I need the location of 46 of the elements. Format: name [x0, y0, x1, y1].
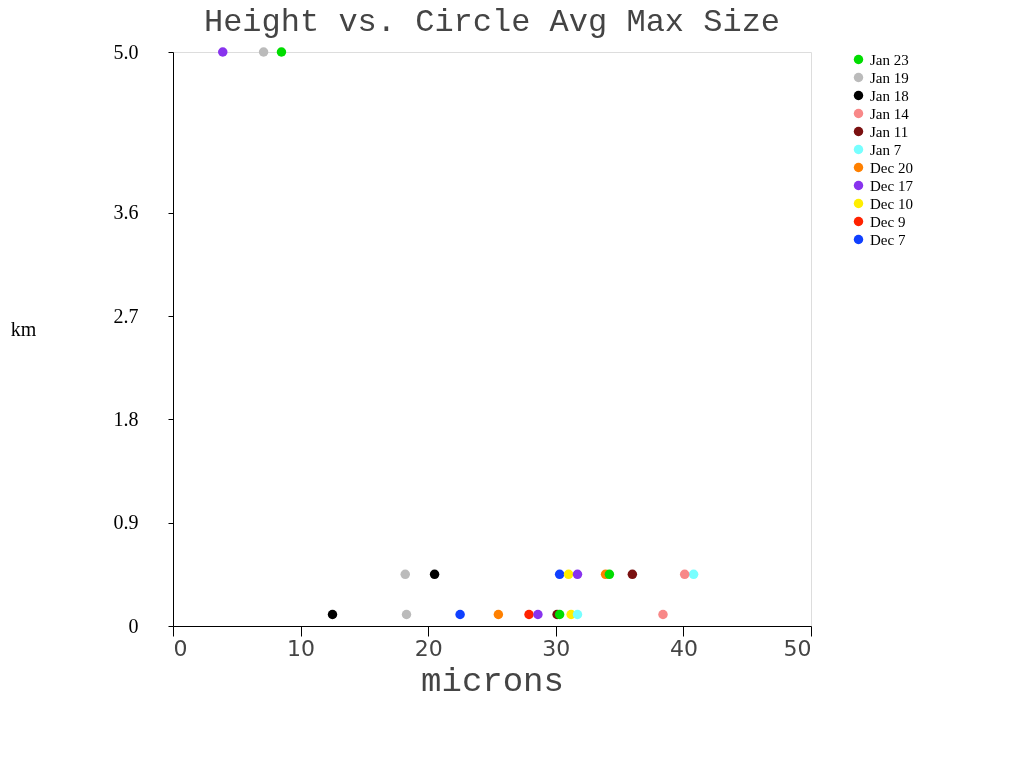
point [554, 569, 565, 580]
x-tick-label: 30 [542, 635, 571, 661]
legend-label: Dec 17 [870, 177, 914, 194]
y-tick-label: 5.0 [113, 40, 139, 63]
x-tick-label: 40 [669, 635, 698, 661]
legend-label: Jan 7 [870, 141, 902, 158]
point [572, 569, 583, 580]
point [533, 609, 543, 620]
legend-label: Jan 18 [870, 87, 909, 104]
x-axis-title: microns [421, 662, 564, 701]
point [401, 609, 412, 620]
point [604, 569, 615, 580]
point [658, 609, 668, 620]
point [524, 609, 534, 620]
point [688, 569, 699, 580]
x-tick-label: 0 [173, 635, 188, 661]
point [400, 569, 410, 580]
legend-label: Jan 19 [870, 69, 909, 86]
y-tick-label: 2.7 [113, 304, 139, 327]
legend-label: Dec 7 [870, 231, 906, 248]
point [258, 47, 269, 57]
y-axis-title: km [10, 317, 37, 340]
x-tick-label: 20 [414, 635, 443, 661]
x-tick-label: 10 [287, 635, 316, 661]
point [563, 569, 574, 580]
legend-label: Jan 23 [870, 51, 909, 68]
legend-label: Dec 10 [870, 195, 913, 212]
y-tick-label: 1.8 [113, 407, 139, 430]
point [218, 47, 228, 57]
point [679, 569, 690, 580]
y-tick-label: 3.6 [113, 201, 139, 224]
chart-title: Height vs. Circle Avg Max Size [203, 4, 781, 41]
y-tick-label: 0.9 [113, 511, 139, 534]
point [429, 569, 440, 580]
point [455, 609, 465, 620]
y-tick-label: 0 [128, 614, 139, 637]
legend-label: Jan 14 [870, 105, 910, 122]
x-tick-label: 50 [783, 635, 812, 661]
point [327, 609, 338, 620]
legend-label: Jan 11 [870, 123, 909, 140]
legend-label: Dec 20 [870, 159, 913, 176]
legend-label: Dec 9 [870, 213, 906, 230]
point [627, 569, 638, 580]
point [276, 47, 287, 57]
point [572, 609, 583, 620]
point [493, 609, 504, 620]
